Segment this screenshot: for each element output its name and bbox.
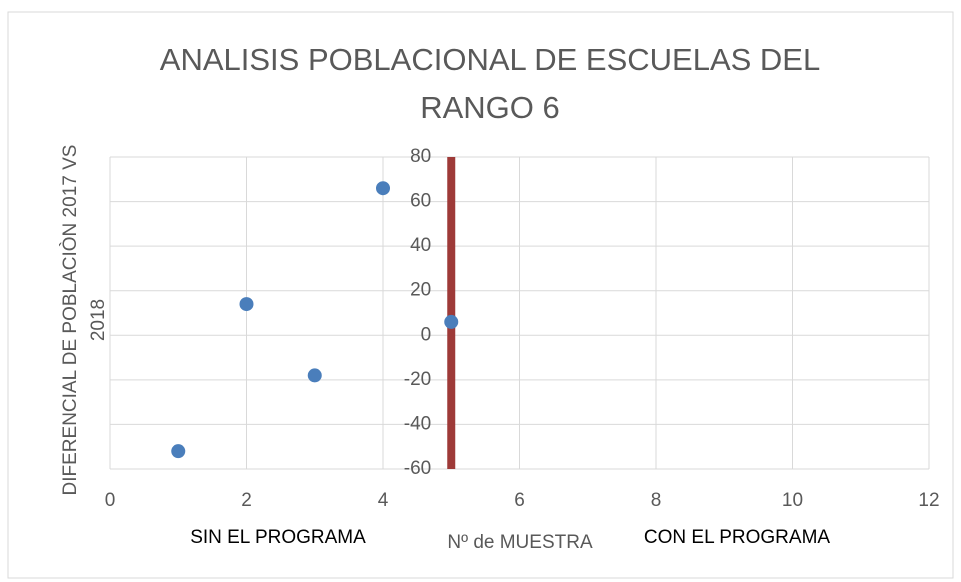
x-tick-label: 0	[105, 490, 116, 511]
y-tick-label: 40	[410, 235, 431, 256]
point	[376, 181, 390, 196]
x-tick-label: 6	[514, 490, 525, 511]
x-tick-label: 2	[241, 490, 252, 511]
annotation: CON EL PROGRAMA	[644, 527, 830, 548]
y-tick-label: -60	[404, 458, 431, 479]
y-tick-label: 80	[410, 146, 431, 167]
x-tick-label: 10	[782, 490, 803, 511]
chart-border	[7, 11, 954, 579]
point	[307, 368, 322, 383]
point	[239, 297, 254, 312]
annotation: SIN EL PROGRAMA	[190, 527, 366, 548]
x-axis-label: Nº de MUESTRA	[447, 532, 593, 553]
y-axis-label: DIFERENCIAL DE POBLACIÒN 2017 VS 2018	[60, 144, 109, 496]
chart-title: ANALISIS POBLACIONAL DE ESCUELAS DEL RAN…	[159, 42, 821, 125]
point	[171, 444, 186, 459]
y-tick-label: -40	[404, 413, 431, 434]
x-tick-label: 8	[651, 490, 662, 511]
y-tick-label: 20	[410, 280, 431, 301]
y-tick-label: -20	[404, 369, 431, 390]
x-tick-label: 12	[918, 490, 939, 511]
point	[444, 314, 459, 329]
x-tick-label: 4	[378, 490, 389, 511]
y-tick-label: 60	[410, 191, 431, 212]
y-tick-label: 0	[421, 324, 432, 345]
